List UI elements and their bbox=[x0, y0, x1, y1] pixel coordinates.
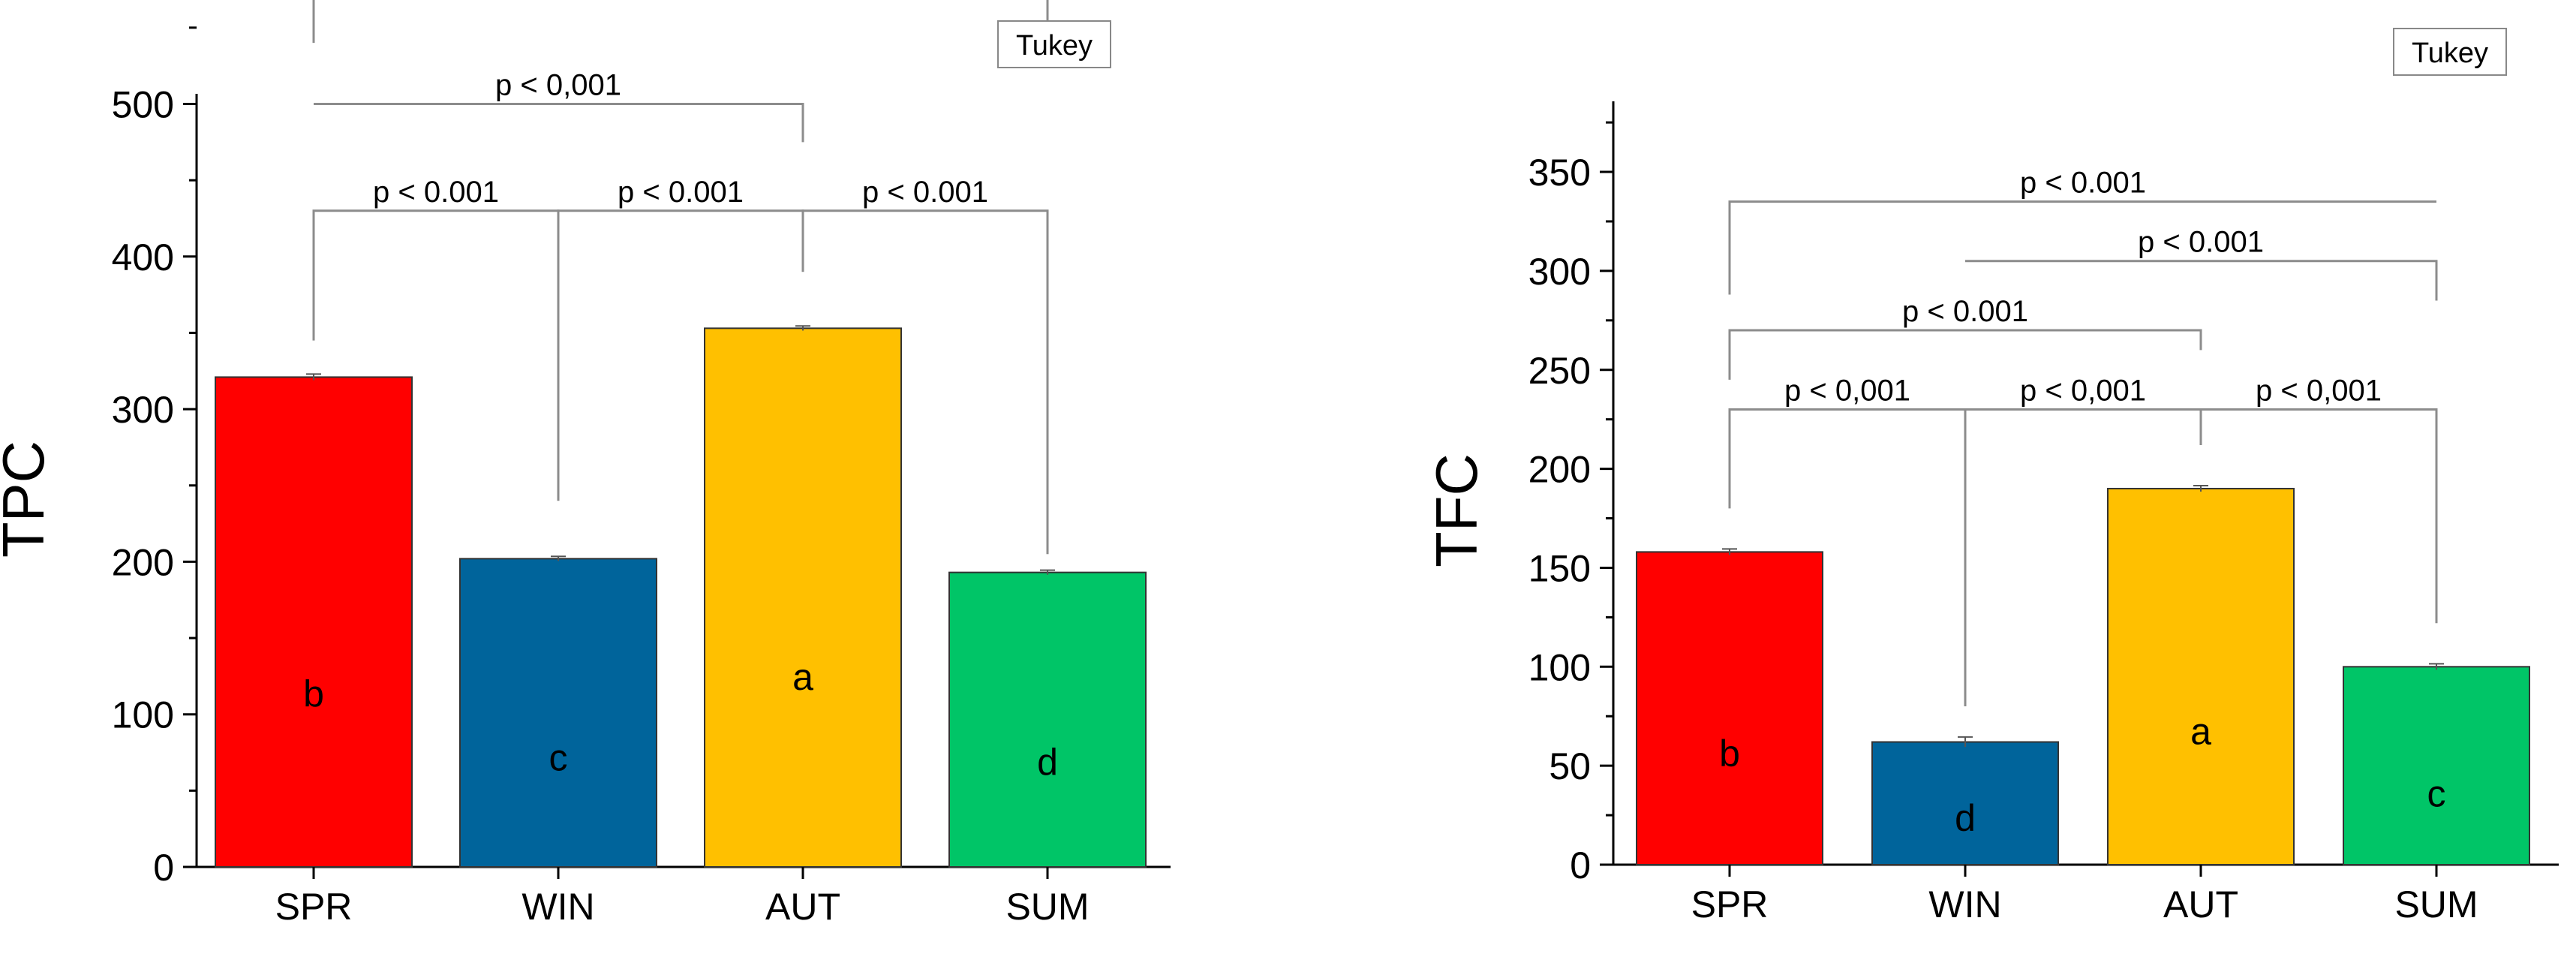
bar bbox=[2107, 487, 2295, 865]
tukey-label: Tukey bbox=[1016, 30, 1093, 62]
significance-bracket bbox=[1728, 329, 2202, 380]
tpc-chart: 0100200300400500600700TPCSPRbWINcAUTaSUM… bbox=[0, 0, 1171, 928]
y-tick-label: 500 bbox=[112, 84, 174, 126]
significance-bracket bbox=[2199, 408, 2438, 624]
x-tick-label: SUM bbox=[1005, 886, 1089, 928]
y-axis-label: TPC bbox=[0, 441, 56, 558]
p-value-label: p < 0,001 bbox=[2020, 374, 2146, 407]
p-value-label: p < 0.001 bbox=[1902, 295, 2028, 328]
significance-bracket bbox=[1046, 0, 1049, 36]
bar bbox=[948, 571, 1147, 868]
significance-bracket bbox=[314, 103, 804, 143]
p-value-label: p < 0,001 bbox=[495, 69, 621, 102]
x-tick-label: AUT bbox=[765, 886, 840, 928]
bar bbox=[704, 327, 902, 868]
y-tick-label: 250 bbox=[1528, 350, 1591, 392]
y-tick-label: 300 bbox=[112, 389, 174, 431]
p-value-label: p < 0.001 bbox=[2138, 226, 2264, 259]
y-axis-label: TFC bbox=[1423, 453, 1489, 567]
p-value-label: p < 0,001 bbox=[1784, 374, 1910, 407]
p-value-label: p < 0.001 bbox=[373, 176, 499, 209]
bar bbox=[215, 376, 413, 868]
y-tick-label: 50 bbox=[1549, 745, 1591, 787]
significance-bracket bbox=[1728, 200, 2436, 295]
significance-bracket bbox=[801, 209, 1049, 555]
y-tick-label: 0 bbox=[1570, 844, 1591, 886]
y-tick-label: 350 bbox=[1528, 152, 1591, 194]
bar-letter: d bbox=[1955, 797, 1976, 839]
y-tick-label: 200 bbox=[1528, 449, 1591, 491]
x-tick-label: SUM bbox=[2394, 883, 2478, 925]
y-tick-label: 400 bbox=[112, 236, 174, 278]
y-tick-label: 200 bbox=[112, 541, 174, 583]
bar bbox=[2343, 666, 2530, 865]
y-tick-label: 100 bbox=[1528, 646, 1591, 688]
bar-letter: c bbox=[2427, 773, 2446, 815]
significance-bracket bbox=[1965, 260, 2438, 301]
significance-bracket bbox=[312, 0, 315, 44]
y-tick-label: 100 bbox=[112, 694, 174, 736]
p-value-label: p < 0.001 bbox=[2020, 167, 2146, 200]
x-tick-label: SPR bbox=[275, 886, 353, 928]
p-value-label: p < 0,001 bbox=[2256, 374, 2382, 407]
y-tick-label: 0 bbox=[153, 847, 174, 889]
bar-letter: b bbox=[1719, 733, 1740, 775]
x-tick-label: WIN bbox=[1928, 883, 2001, 925]
x-tick-label: SPR bbox=[1691, 883, 1769, 925]
bar-letter: a bbox=[792, 656, 813, 698]
x-tick-label: WIN bbox=[522, 886, 594, 928]
x-tick-label: AUT bbox=[2163, 883, 2238, 925]
bar bbox=[1871, 741, 2059, 865]
p-value-label: p < 0.001 bbox=[618, 176, 744, 209]
bar-letter: a bbox=[2190, 711, 2211, 753]
y-tick-label: 300 bbox=[1528, 251, 1591, 293]
bar-letter: d bbox=[1037, 742, 1058, 784]
tfc-chart: 0 50 100 150 200 250 300 350 TFC SPR b WIN d AUT a SUM c… bbox=[1423, 28, 2559, 925]
bar bbox=[1636, 551, 1823, 865]
bar bbox=[459, 558, 657, 868]
bar-letter: b bbox=[303, 673, 324, 715]
tukey-label: Tukey bbox=[2412, 38, 2488, 69]
y-tick-label: 150 bbox=[1528, 547, 1591, 589]
tukey-box bbox=[2393, 28, 2507, 76]
bar-letter: c bbox=[549, 736, 568, 778]
tukey-box bbox=[997, 20, 1111, 68]
p-value-label: p < 0.001 bbox=[862, 176, 988, 209]
